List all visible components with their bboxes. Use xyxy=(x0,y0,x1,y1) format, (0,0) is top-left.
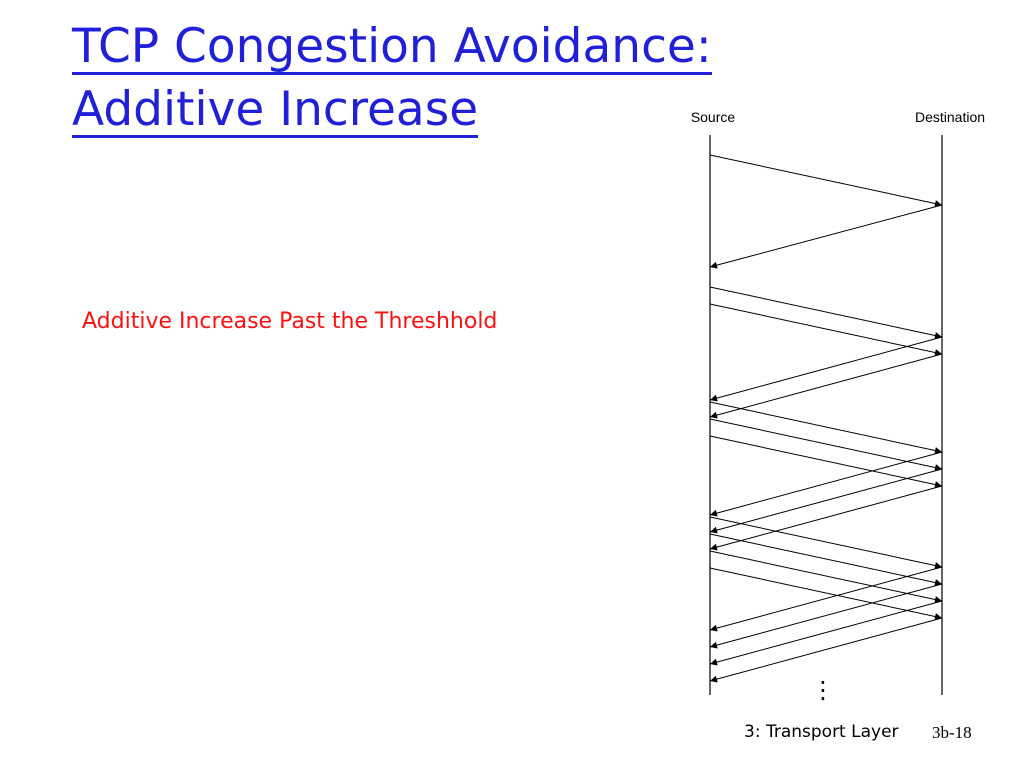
slide-title: TCP Congestion Avoidance: Additive Incre… xyxy=(72,22,712,148)
data-segment-arrow xyxy=(709,550,943,603)
ack-arrow xyxy=(709,617,943,683)
message-arrows xyxy=(709,154,943,683)
data-segment-arrow xyxy=(709,533,943,586)
data-segment-arrow xyxy=(709,286,943,339)
data-segment-arrow xyxy=(709,154,943,207)
data-segment-arrow xyxy=(709,401,943,454)
slide-title-line-1: TCP Congestion Avoidance: xyxy=(72,19,712,75)
ack-arrow xyxy=(709,353,943,419)
ack-arrow xyxy=(709,336,943,402)
ack-arrow xyxy=(709,468,943,534)
ack-arrow xyxy=(709,485,943,551)
data-segment-arrow xyxy=(709,567,943,620)
ack-arrow xyxy=(709,451,943,517)
ack-arrow xyxy=(709,204,943,269)
source-label: Source xyxy=(691,109,736,125)
ack-arrow xyxy=(709,566,943,632)
data-segment-arrow xyxy=(709,435,943,488)
data-segment-arrow xyxy=(709,516,943,569)
data-segment-arrow xyxy=(709,303,943,356)
footer-section-label: 3: Transport Layer xyxy=(744,722,899,742)
ack-arrow xyxy=(709,583,943,649)
ack-arrow xyxy=(709,600,943,666)
data-segment-arrow xyxy=(709,418,943,471)
continuation-ellipsis: ⋮ xyxy=(811,676,835,704)
footer-page-number: 3b-18 xyxy=(932,723,972,742)
annotation-text: Additive Increase Past the Threshhold xyxy=(82,309,498,334)
slide-title-line-2: Additive Increase xyxy=(72,82,479,138)
destination-label: Destination xyxy=(915,109,985,125)
